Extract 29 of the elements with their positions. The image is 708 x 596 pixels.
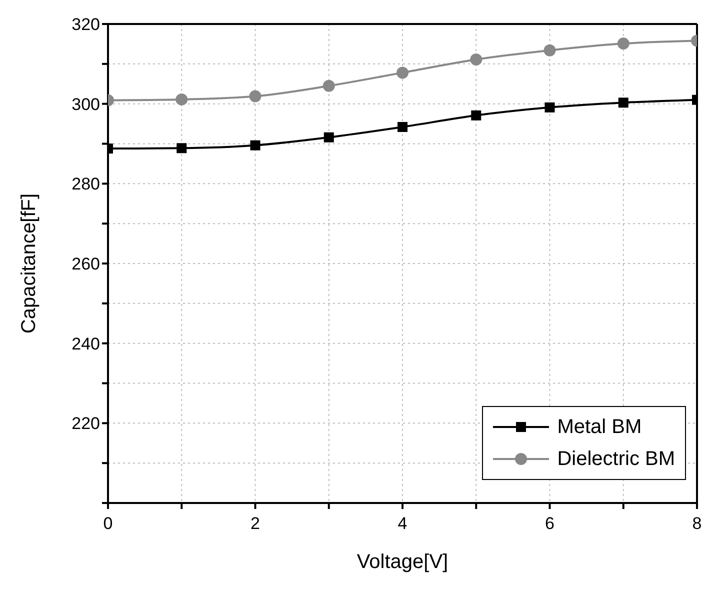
point: [176, 143, 187, 154]
point: [618, 98, 628, 108]
point: [398, 122, 408, 132]
x-tick-label: 2: [250, 514, 260, 533]
point: [176, 93, 188, 106]
y-axis-title: Capacitance[fF]: [18, 193, 40, 334]
x-tick-label: 0: [103, 514, 113, 533]
legend-label: Dielectric BM: [557, 447, 675, 472]
point: [617, 38, 630, 50]
point: [396, 66, 408, 79]
point: [470, 54, 482, 66]
point: [324, 132, 334, 142]
point: [250, 140, 260, 150]
point: [322, 80, 335, 92]
point: [249, 90, 262, 102]
y-tick-label: 240: [72, 334, 100, 354]
y-tick-label: 260: [72, 254, 100, 274]
x-tick-label: 4: [398, 514, 408, 533]
x-axis-title: Voltage[V]: [356, 551, 448, 573]
y-tick-label: 320: [72, 15, 100, 34]
point: [471, 110, 482, 120]
y-tick-label: 220: [72, 414, 100, 434]
x-tick-label: 8: [692, 514, 702, 533]
y-tick-label: 280: [72, 174, 100, 194]
y-tick-label: 300: [72, 94, 100, 114]
legend-label: Metal BM: [557, 415, 642, 440]
x-tick-label: 6: [545, 514, 554, 533]
point: [544, 102, 555, 112]
point: [544, 44, 556, 56]
